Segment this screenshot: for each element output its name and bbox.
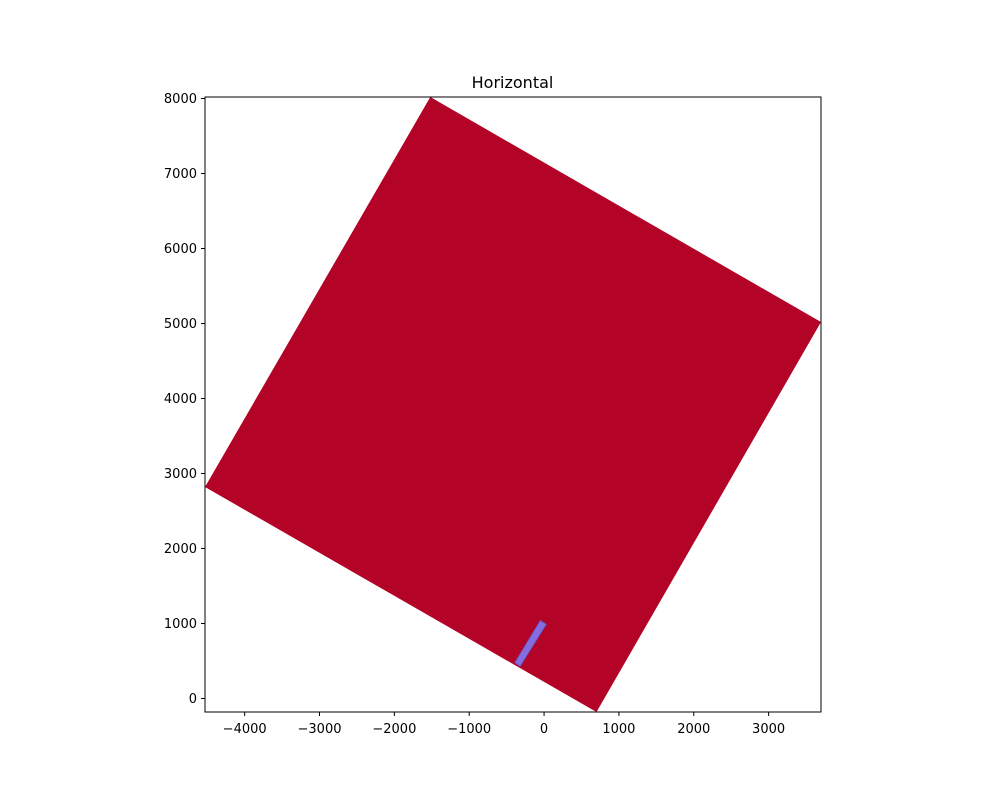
- x-tick-label: −1000: [447, 722, 491, 737]
- plot-frame: [204, 96, 822, 713]
- y-tick-label: 7000: [164, 167, 197, 182]
- x-tick-label: 1000: [602, 722, 635, 737]
- y-tick-label: 5000: [164, 317, 197, 332]
- x-tick-label: 3000: [752, 722, 785, 737]
- y-tick-label: 4000: [164, 392, 197, 407]
- x-tick-label: 2000: [677, 722, 710, 737]
- y-tick-label: 2000: [164, 542, 197, 557]
- shape-large-square: [205, 97, 821, 712]
- chart-title: Horizontal: [472, 73, 554, 92]
- y-tick-label: 6000: [164, 242, 197, 257]
- shape-small-rectangle: [514, 619, 547, 667]
- y-tick-label: 8000: [164, 92, 197, 107]
- x-tick-label: 0: [540, 722, 548, 737]
- x-tick-label: −3000: [298, 722, 342, 737]
- x-tick-label: −4000: [223, 722, 267, 737]
- y-tick-label: 0: [189, 692, 197, 707]
- y-tick-label: 3000: [164, 467, 197, 482]
- y-tick-label: 1000: [164, 617, 197, 632]
- x-tick-label: −2000: [372, 722, 416, 737]
